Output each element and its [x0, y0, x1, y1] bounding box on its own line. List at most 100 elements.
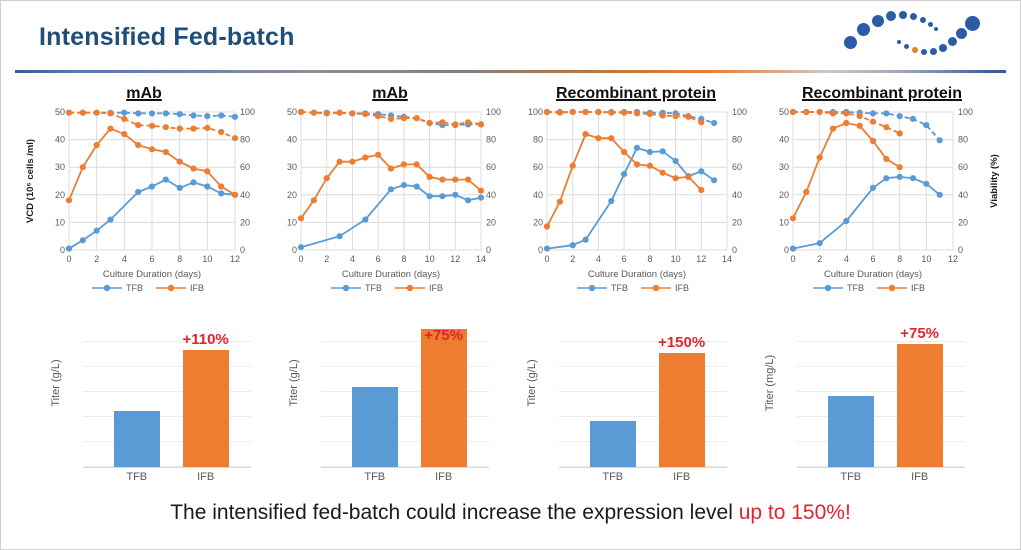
bar-category-labels: TFB IFB [83, 471, 251, 487]
series-line [793, 111, 901, 135]
caption-text: The intensified fed-batch could increase… [170, 501, 739, 524]
x-tick-label: 14 [476, 254, 486, 264]
data-point-marker [297, 244, 305, 251]
ifb-bar [658, 353, 705, 467]
series-ifb-viability [65, 109, 239, 142]
data-point-marker [65, 109, 73, 116]
data-point-marker [698, 119, 705, 126]
data-point-marker [909, 115, 917, 122]
right-tick-label: 20 [240, 217, 250, 227]
data-point-marker [646, 111, 653, 118]
left-tick-label: 20 [55, 190, 65, 200]
left-tick-label: 0 [60, 245, 65, 255]
logo-dot-blue [904, 44, 909, 49]
data-point-marker [843, 110, 850, 117]
right-tick-label: 40 [958, 190, 968, 200]
data-point-marker [477, 187, 485, 194]
header-divider [15, 70, 1006, 73]
data-point-marker [79, 164, 86, 171]
right-tick-label: 20 [732, 217, 742, 227]
x-tick-label: 12 [450, 254, 460, 264]
series-line [792, 175, 941, 250]
left-tick-label: 50 [55, 107, 65, 117]
right-tick-label: 60 [958, 162, 968, 172]
legend-marker [652, 284, 660, 292]
company-logo [842, 9, 992, 67]
right-tick-label: 0 [732, 245, 737, 255]
right-tick-label: 0 [240, 245, 245, 255]
tfb-label: TFB [364, 471, 386, 483]
data-point-marker [135, 188, 142, 196]
left-tick-label: 10 [55, 217, 65, 227]
right-tick-label: 100 [240, 107, 255, 117]
data-point-marker [843, 119, 850, 127]
data-point-marker [79, 237, 86, 244]
data-point-marker [556, 198, 563, 205]
logo-dot-blue [844, 36, 857, 49]
data-point-marker [400, 161, 407, 168]
data-point-marker [176, 111, 183, 118]
x-tick-label: 0 [544, 254, 549, 264]
ifb-label: IFB [197, 471, 215, 483]
data-point-marker [896, 173, 903, 180]
data-point-marker [829, 125, 837, 132]
left-tick-label: 0 [538, 245, 543, 255]
data-point-marker [218, 190, 225, 197]
x-tick-label: 2 [324, 254, 329, 264]
logo-dot-blue [921, 49, 927, 55]
gridlines [792, 111, 954, 251]
titer-axis-label: Titer (g/L) [288, 359, 300, 407]
data-point-marker [789, 108, 797, 116]
data-point-marker [646, 162, 653, 169]
data-point-marker [569, 162, 576, 169]
right-tick-label: 40 [486, 190, 496, 200]
x-tick-label: 8 [401, 254, 406, 264]
legend-marker [167, 284, 175, 292]
logo-dot-blue [897, 40, 901, 44]
left-tick-label: 40 [55, 135, 65, 145]
data-point-marker [204, 183, 211, 190]
data-point-marker [107, 110, 114, 117]
data-point-marker [896, 164, 903, 171]
right-tick-label: 40 [732, 190, 742, 200]
bar-category-labels: TFB IFB [797, 471, 965, 487]
data-point-marker [231, 191, 239, 198]
data-point-marker [65, 245, 73, 252]
series-ifb-vcd [297, 151, 485, 222]
logo-dot-blue [920, 17, 926, 23]
x-tick-label: 4 [122, 254, 127, 264]
x-axis-label: Culture Duration (days) [103, 269, 201, 280]
data-point-marker [297, 108, 305, 116]
legend-marker [342, 284, 350, 292]
data-point-marker [176, 125, 183, 132]
data-point-marker [135, 110, 142, 117]
left-tick-label: 100 [528, 107, 543, 117]
x-tick-label: 12 [230, 254, 240, 264]
tfb-bar [589, 421, 636, 467]
tfb-label: TFB [840, 471, 862, 483]
right-tick-label: 0 [486, 245, 491, 255]
viability-axis-label: Viability (%) [989, 154, 1000, 208]
data-point-marker [869, 137, 877, 145]
line-chart-mab-2: mAb 0 2 4 6 8 10 12 14 0 10 20 30 40 50 0 20 40 60 80 100 Cu… [267, 85, 513, 309]
data-point-marker [543, 223, 551, 230]
left-tick-label: 30 [287, 162, 297, 172]
right-tick-label: 20 [486, 217, 496, 227]
ifb-bar [420, 329, 467, 467]
data-point-marker [582, 131, 589, 138]
legend-marker [824, 284, 832, 292]
right-tick-label: 100 [732, 107, 747, 117]
tfb-label: TFB [126, 471, 148, 483]
data-point-marker [148, 183, 156, 190]
increase-annotation: +110% [182, 330, 229, 348]
data-point-marker [204, 113, 211, 120]
data-point-marker [323, 175, 330, 182]
legend: TFB IFB [813, 283, 925, 293]
data-point-marker [582, 236, 589, 243]
right-tick-label: 100 [486, 107, 501, 117]
caption-highlight: up to 150%! [738, 501, 851, 524]
data-point-marker [621, 171, 628, 178]
data-point-marker [646, 148, 653, 156]
bar-chart-recombinant-2: Titer (mg/L) +75% TFB IFB [745, 313, 983, 491]
right-tick-label: 0 [958, 245, 963, 255]
